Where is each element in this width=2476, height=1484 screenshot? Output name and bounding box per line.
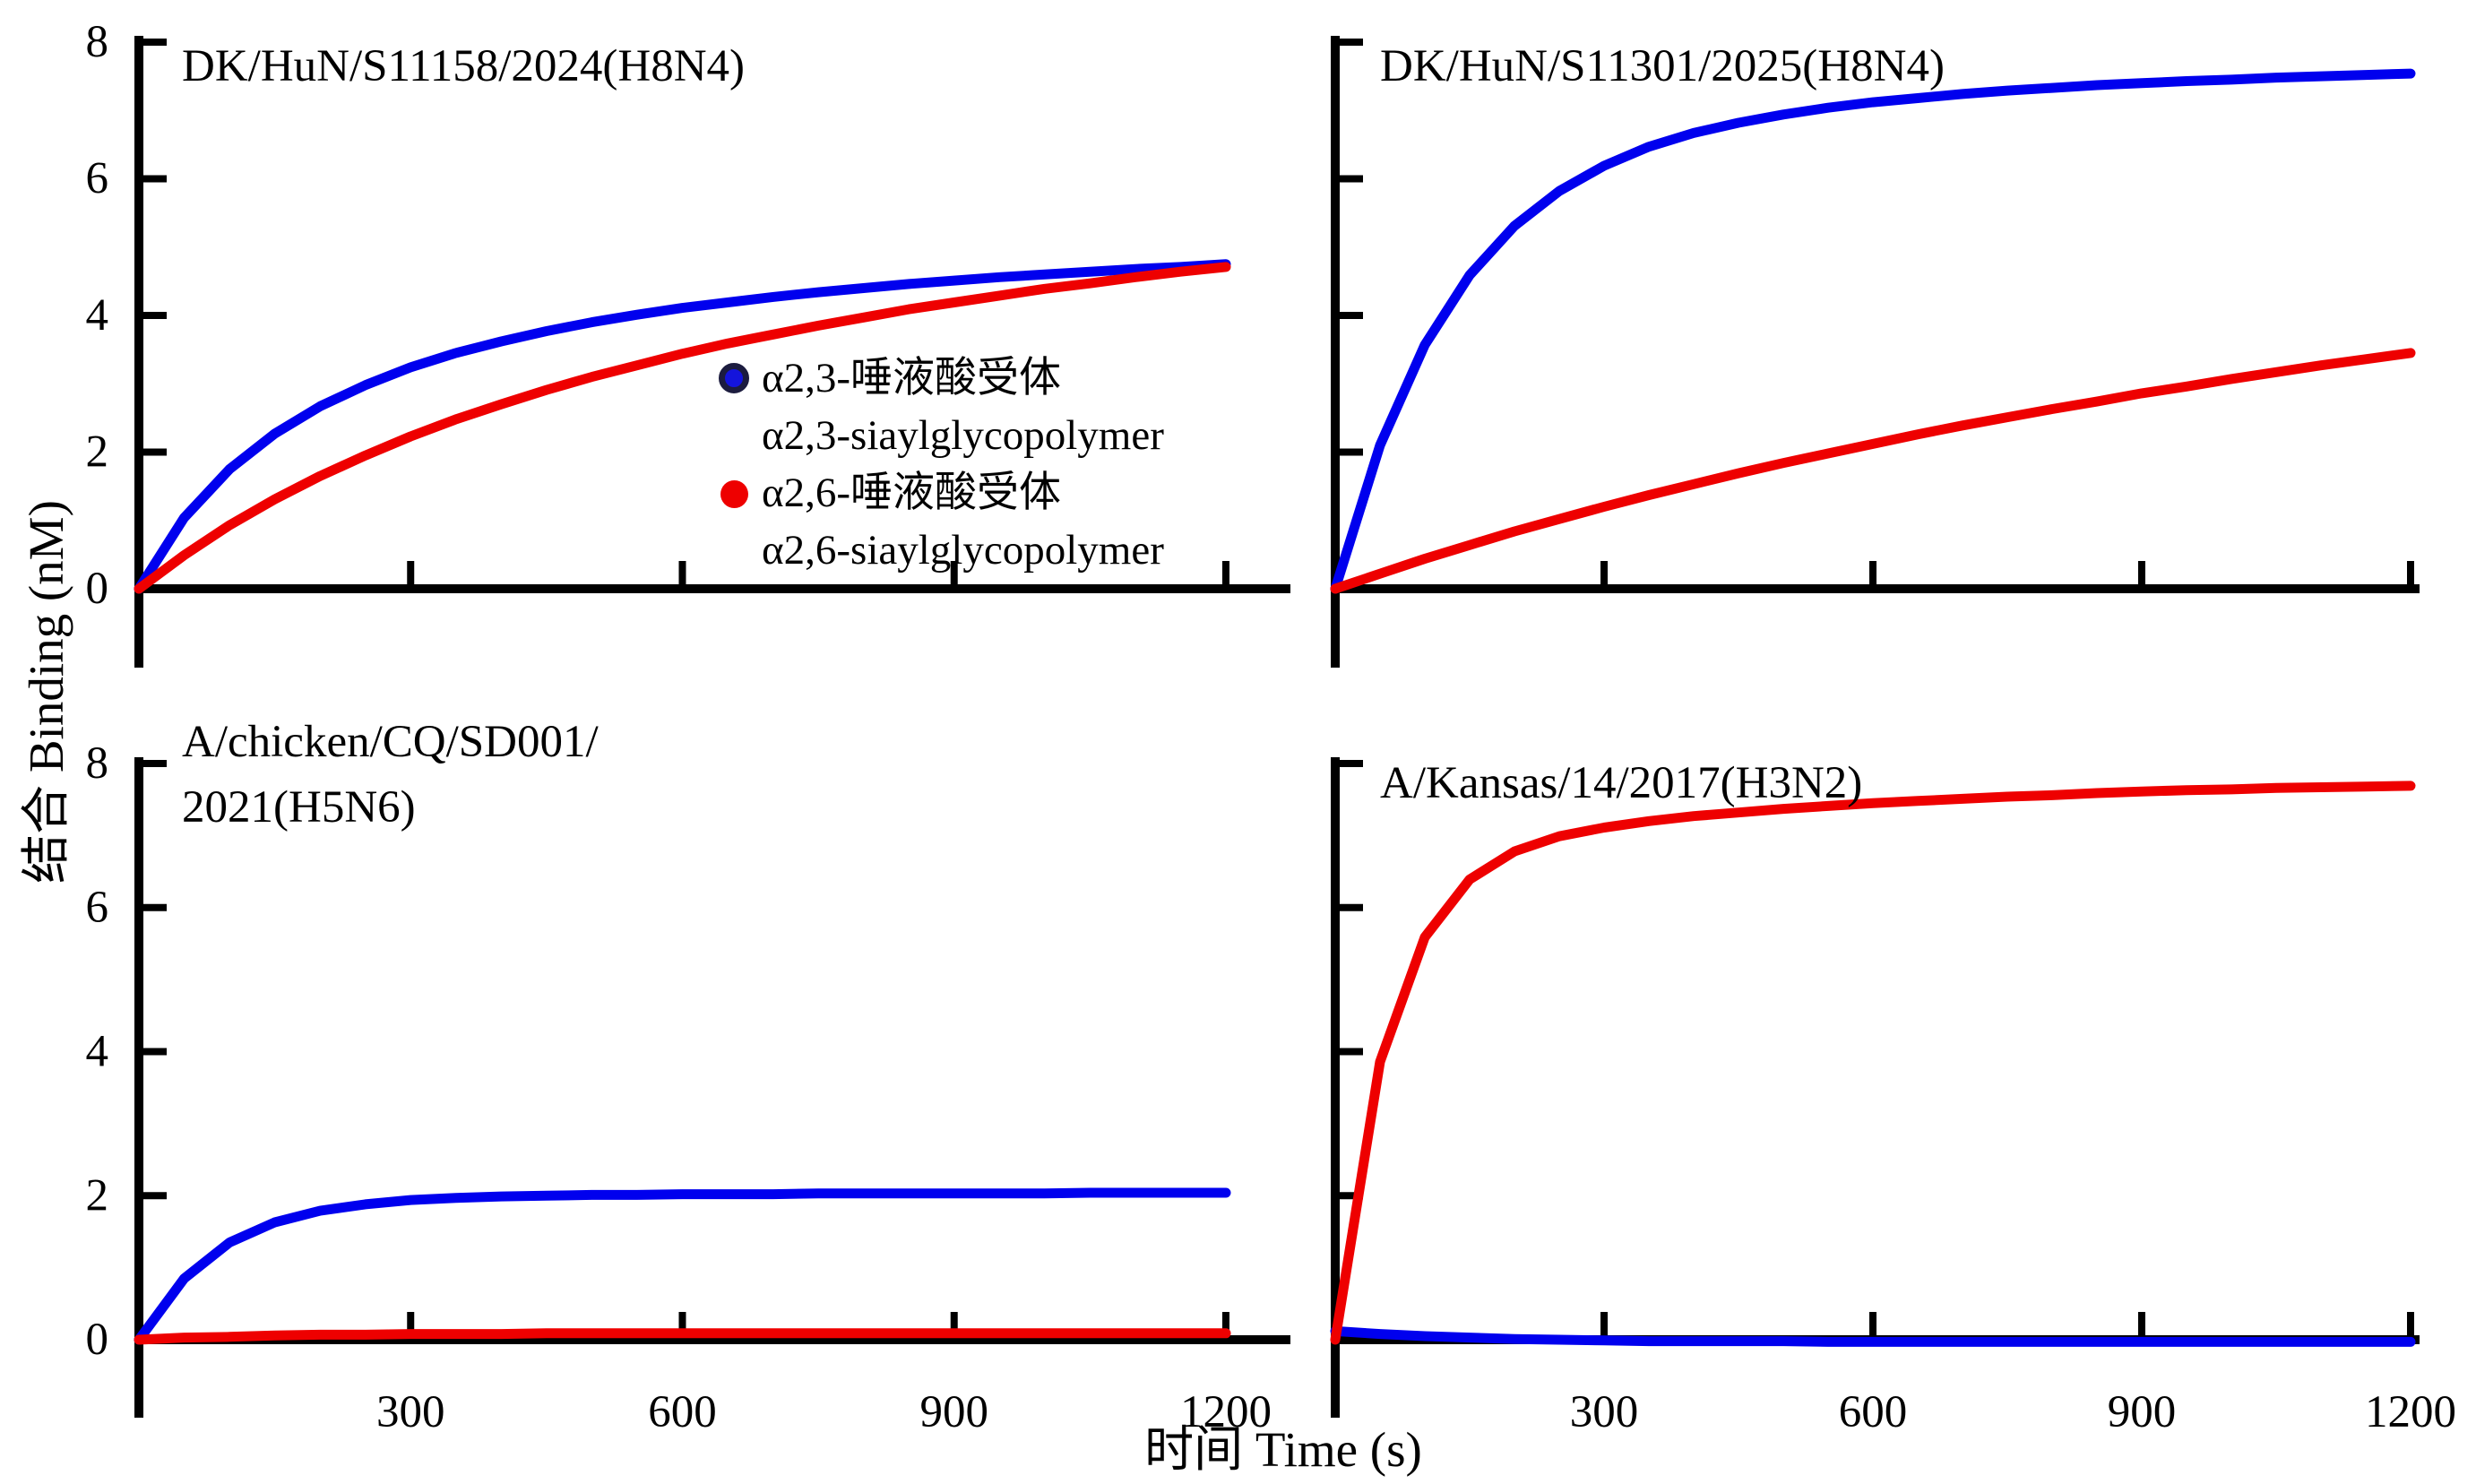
x-tick-label: 1200 bbox=[1180, 1387, 1272, 1437]
y-tick-label: 2 bbox=[86, 427, 109, 478]
y-tick-label: 0 bbox=[86, 1315, 109, 1365]
legend-red-dot-icon bbox=[720, 480, 748, 508]
panel-title-bottom-right: A/Kansas/14/2017(H3N2) bbox=[1380, 758, 1863, 808]
legend-label-alpha23-cn: α2,3-唾液酸受体 bbox=[762, 355, 1062, 401]
legend-label-alpha26-en: α2,6-siaylglycopolymer bbox=[762, 527, 1164, 574]
y-tick-label: 6 bbox=[86, 154, 109, 204]
legend-label-alpha23-en: α2,3-siaylglycopolymer bbox=[762, 412, 1164, 459]
series-alpha26 bbox=[1330, 781, 2416, 1345]
y-axis-label: 结合 Binding (nM) bbox=[19, 500, 73, 884]
x-tick-label: 1200 bbox=[2365, 1387, 2456, 1437]
series-alpha23 bbox=[1330, 1325, 2416, 1347]
y-tick-label: 4 bbox=[86, 290, 109, 341]
legend-label-alpha26-cn: α2,6-唾液酸受体 bbox=[762, 470, 1062, 516]
series-alpha26 bbox=[134, 1328, 1231, 1345]
x-axis-label: 时间 Time (s) bbox=[1144, 1422, 1422, 1477]
series-alpha23 bbox=[134, 1187, 1231, 1345]
panel-title-bottom-left: A/chicken/CQ/SD001/ 2021(H5N6) bbox=[182, 717, 599, 833]
y-tick-label: 0 bbox=[86, 564, 109, 614]
legend-blue-dot-icon bbox=[719, 363, 749, 393]
series-alpha26 bbox=[134, 262, 1231, 594]
series-alpha26 bbox=[1330, 348, 2416, 594]
legend: α2,3-唾液酸受体 α2,3-siaylglycopolymer α2,6-唾… bbox=[706, 349, 1164, 579]
series-alpha23 bbox=[1330, 68, 2416, 594]
y-tick-label: 4 bbox=[86, 1027, 109, 1077]
y-tick-label: 2 bbox=[86, 1170, 109, 1221]
x-tick-label: 900 bbox=[2108, 1387, 2177, 1437]
x-tick-label: 900 bbox=[919, 1387, 988, 1437]
y-tick-label: 8 bbox=[86, 17, 109, 67]
x-tick-label: 600 bbox=[1839, 1387, 1908, 1437]
y-tick-label: 6 bbox=[86, 883, 109, 933]
x-tick-label: 300 bbox=[1570, 1387, 1639, 1437]
series-alpha23 bbox=[134, 259, 1231, 594]
legend-entry-alpha26: α2,6-唾液酸受体 α2,6-siaylglycopolymer bbox=[706, 464, 1164, 579]
x-tick-label: 300 bbox=[376, 1387, 445, 1437]
legend-entry-alpha23: α2,3-唾液酸受体 α2,3-siaylglycopolymer bbox=[706, 349, 1164, 464]
y-tick-label: 8 bbox=[86, 738, 109, 789]
panel-title-top-left: DK/HuN/S11158/2024(H8N4) bbox=[182, 41, 746, 91]
panel-title-top-right: DK/HuN/S11301/2025(H8N4) bbox=[1380, 41, 1945, 91]
x-tick-label: 600 bbox=[648, 1387, 717, 1437]
